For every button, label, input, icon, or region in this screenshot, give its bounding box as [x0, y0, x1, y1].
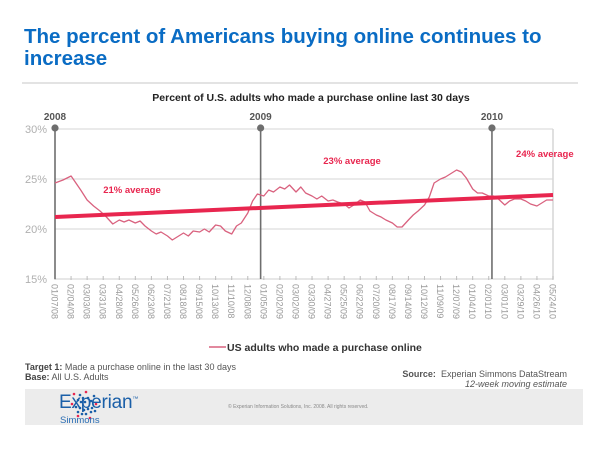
page-title: The percent of Americans buying online c… [24, 25, 542, 70]
x-tick-label: 02/02/09 [274, 284, 284, 319]
x-tick-label: 11/10/08 [226, 284, 236, 318]
x-tick-label: 03/31/08 [98, 284, 108, 319]
year-marker-label: 2009 [250, 112, 273, 123]
year-marker-dot [51, 124, 59, 132]
year-marker-label: 2010 [481, 112, 504, 123]
x-tick-label: 08/17/09 [387, 284, 397, 319]
x-tick-label: 07/20/09 [371, 284, 381, 319]
x-tick-label: 01/05/09 [258, 284, 268, 319]
x-tick-label: 08/18/08 [178, 284, 188, 319]
footer-bar [25, 389, 583, 425]
trend-line [54, 193, 554, 219]
x-tick-label: 07/21/08 [162, 284, 172, 319]
grid-lines [55, 128, 554, 279]
x-axis: 01/07/08 02/04/08 03/03/08 03/31/08 04/28/08… [50, 276, 558, 319]
x-tick-label: 03/01/10 [499, 284, 509, 319]
y-tick-label: 15% [25, 274, 47, 286]
x-tick-label: 12/08/08 [242, 284, 252, 319]
x-tick-label: 10/12/09 [419, 284, 429, 319]
source-note: Source: Experian Simmons DataStream 12-w… [402, 369, 567, 389]
average-annotation: 23% average [323, 156, 381, 167]
x-tick-label: 09/14/09 [403, 284, 413, 319]
year-marker-dot [257, 124, 265, 132]
x-tick-label: 12/07/09 [451, 284, 461, 319]
footnotes: Target 1: Made a purchase online in the … [25, 362, 236, 382]
x-tick-label: 03/29/10 [515, 284, 525, 319]
x-tick-label: 04/27/09 [323, 284, 333, 319]
x-tick-label: 06/23/08 [146, 284, 156, 319]
source-method-note: 12-week moving estimate [464, 379, 567, 389]
experian-logo-icon [70, 390, 98, 420]
target-text: Made a purchase online in the last 30 da… [62, 362, 236, 372]
x-tick-label: 01/04/10 [467, 284, 477, 319]
x-tick-label: 04/26/10 [531, 284, 541, 319]
x-tick-label: 03/02/09 [290, 284, 300, 319]
year-marker-label: 2008 [44, 112, 67, 123]
chart-title: Percent of U.S. adults who made a purcha… [152, 92, 470, 104]
target-note: Target 1: Made a purchase online in the … [25, 362, 236, 372]
year-marker-dot [488, 124, 496, 132]
x-tick-label: 03/03/08 [82, 284, 92, 319]
year-markers: 2008 2009 2010 [44, 112, 504, 279]
legend-label: US adults who made a purchase online [227, 342, 422, 354]
series-group [54, 169, 554, 241]
x-tick-label: 02/01/10 [483, 284, 493, 319]
y-axis: 15% 20% 25% 30% [25, 124, 47, 286]
x-tick-label: 05/26/08 [130, 284, 140, 319]
y-tick-label: 25% [25, 174, 47, 186]
base-note: Base: All U.S. Adults [25, 372, 236, 382]
average-annotation: 24% average [516, 149, 574, 160]
logo-subbrand: Simmons [60, 415, 100, 426]
average-annotation: 21% average [103, 185, 161, 196]
target-label: Target 1: [25, 362, 63, 372]
base-text: All U.S. Adults [49, 372, 109, 382]
x-tick-label: 11/09/09 [435, 284, 445, 318]
line-chart: Percent of U.S. adults who made a purcha… [25, 92, 574, 354]
x-tick-label: 05/24/10 [548, 284, 558, 319]
y-tick-label: 30% [25, 124, 47, 136]
annotations: 21% average 23% average 24% average [103, 149, 573, 196]
x-tick-label: 05/25/09 [339, 284, 349, 319]
copyright-notice: © Experian Information Solutions, Inc. 2… [228, 404, 369, 410]
series-line [54, 169, 553, 241]
legend: US adults who made a purchase online [209, 342, 422, 354]
source-text: Experian Simmons DataStream [435, 369, 567, 379]
x-tick-label: 02/04/08 [66, 284, 76, 319]
x-tick-label: 06/22/09 [355, 284, 365, 319]
x-tick-label: 01/07/08 [50, 284, 60, 319]
title-divider [22, 82, 578, 84]
source-label: Source: [402, 369, 436, 379]
x-tick-label: 03/30/09 [307, 284, 317, 319]
x-tick-label: 04/28/08 [114, 284, 124, 319]
base-label: Base: [25, 372, 50, 382]
x-tick-label: 09/15/08 [194, 284, 204, 319]
logo-wordmark: Experian™ [59, 392, 139, 413]
y-tick-label: 20% [25, 224, 47, 236]
x-tick-label: 10/13/08 [210, 284, 220, 319]
